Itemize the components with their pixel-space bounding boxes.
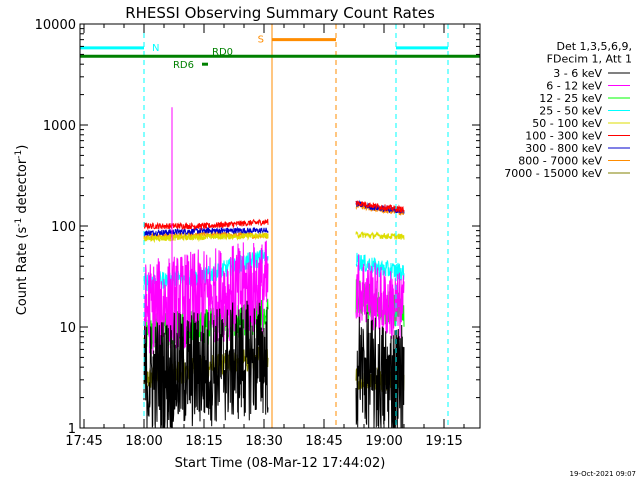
x-tick-label: 19:00	[365, 434, 402, 449]
x-tick-label: 18:15	[185, 434, 222, 449]
legend-entry-label: 6 - 12 keV	[546, 80, 602, 93]
legend-entry-label: 800 - 7000 keV	[518, 155, 602, 168]
legend-header: FDecim 1, Att 1	[547, 53, 632, 66]
series-line-100to300keV	[355, 200, 405, 214]
legend-entry-label: 50 - 100 keV	[532, 117, 602, 130]
legend-entry-label: 3 - 6 keV	[553, 67, 602, 80]
legend-entry-label: 7000 - 15000 keV	[504, 167, 602, 180]
y-tick-label: 1000	[43, 119, 76, 134]
legend-entry-label: 300 - 800 keV	[525, 142, 602, 155]
plot-frame	[79, 23, 481, 429]
legend-header: Det 1,3,5,6,9,	[556, 40, 632, 53]
chart-title: RHESSI Observing Summary Count Rates	[125, 4, 435, 22]
x-tick-label: 19:15	[425, 434, 462, 449]
interval-label-n: N	[152, 43, 159, 54]
axes-frame: 1 10 100 1000 10000 17:45 18:00 18:15 18:30 18:45…	[35, 18, 481, 449]
plot-area: N S RD6 RD0	[80, 24, 480, 428]
series-line-50to100keV	[355, 231, 405, 240]
legend: Det 1,3,5,6,9,FDecim 1, Att 13 - 6 keV6 …	[504, 40, 632, 180]
x-tick-label: 18:00	[125, 434, 162, 449]
x-tick-label: 18:45	[305, 434, 342, 449]
x-tick-label: 17:45	[65, 434, 102, 449]
series-line-50to100keV	[143, 231, 269, 244]
series-line-100to300keV	[143, 218, 269, 231]
series-line-6to12keV	[143, 240, 269, 356]
legend-entry-label: 12 - 25 keV	[539, 92, 602, 105]
y-tick-label: 100	[51, 220, 76, 235]
legend-entry-label: 25 - 50 keV	[539, 105, 602, 118]
legend-entry-label: 100 - 300 keV	[525, 130, 602, 143]
series-line-3to6keV	[355, 312, 405, 428]
y-tick-label: 10000	[35, 18, 76, 33]
y-tick-label: 10	[59, 321, 76, 336]
series-line-300to800keV	[143, 226, 269, 238]
interval-label-s: S	[258, 35, 264, 46]
x-tick-label: 18:30	[245, 434, 282, 449]
y-tick-label: 1	[68, 422, 76, 437]
interval-label-rd6: RD6	[173, 60, 194, 71]
x-axis-label: Start Time (08-Mar-12 17:44:02)	[175, 456, 386, 471]
y-axis-label: Count Rate (s-1 detector-1)	[14, 145, 30, 316]
footer-date: 19-Oct-2021 09:07	[570, 470, 636, 478]
series-line-3to6keV	[143, 300, 269, 428]
interval-label-rd0: RD0	[212, 47, 233, 58]
